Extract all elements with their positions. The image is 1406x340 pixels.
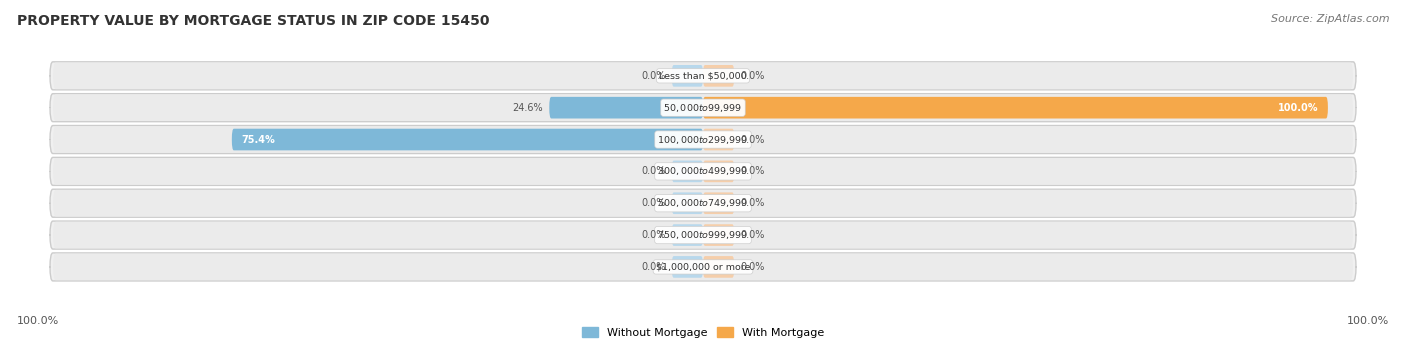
Text: $50,000 to $99,999: $50,000 to $99,999 [664,102,742,114]
FancyBboxPatch shape [672,65,703,87]
Text: $100,000 to $299,999: $100,000 to $299,999 [658,134,748,146]
FancyBboxPatch shape [703,224,734,246]
FancyBboxPatch shape [703,160,734,182]
FancyBboxPatch shape [51,62,1355,90]
FancyBboxPatch shape [53,94,1353,121]
FancyBboxPatch shape [550,97,703,119]
FancyBboxPatch shape [703,97,1327,119]
FancyBboxPatch shape [53,126,1353,153]
FancyBboxPatch shape [672,192,703,214]
FancyBboxPatch shape [703,192,734,214]
Text: 75.4%: 75.4% [242,135,276,144]
Legend: Without Mortgage, With Mortgage: Without Mortgage, With Mortgage [578,323,828,340]
Text: 0.0%: 0.0% [741,230,765,240]
FancyBboxPatch shape [51,189,1355,217]
Text: $1,000,000 or more: $1,000,000 or more [655,262,751,271]
Text: 0.0%: 0.0% [741,166,765,176]
Text: 100.0%: 100.0% [1278,103,1319,113]
FancyBboxPatch shape [672,224,703,246]
Text: 0.0%: 0.0% [741,71,765,81]
Text: 100.0%: 100.0% [17,317,59,326]
Text: $500,000 to $749,999: $500,000 to $749,999 [658,197,748,209]
Text: 0.0%: 0.0% [641,166,665,176]
Text: Less than $50,000: Less than $50,000 [659,71,747,80]
Text: $300,000 to $499,999: $300,000 to $499,999 [658,165,748,177]
Text: 0.0%: 0.0% [741,198,765,208]
FancyBboxPatch shape [51,125,1355,154]
FancyBboxPatch shape [53,190,1353,217]
FancyBboxPatch shape [53,254,1353,280]
Text: PROPERTY VALUE BY MORTGAGE STATUS IN ZIP CODE 15450: PROPERTY VALUE BY MORTGAGE STATUS IN ZIP… [17,14,489,28]
FancyBboxPatch shape [53,222,1353,249]
FancyBboxPatch shape [51,94,1355,122]
FancyBboxPatch shape [53,158,1353,185]
FancyBboxPatch shape [51,221,1355,249]
Text: 0.0%: 0.0% [641,198,665,208]
Text: 0.0%: 0.0% [641,71,665,81]
FancyBboxPatch shape [51,157,1355,185]
Text: 24.6%: 24.6% [512,103,543,113]
Text: 0.0%: 0.0% [641,230,665,240]
FancyBboxPatch shape [703,129,734,150]
Text: 0.0%: 0.0% [741,262,765,272]
Text: 0.0%: 0.0% [741,135,765,144]
Text: Source: ZipAtlas.com: Source: ZipAtlas.com [1271,14,1389,23]
Text: 0.0%: 0.0% [641,262,665,272]
FancyBboxPatch shape [703,65,734,87]
FancyBboxPatch shape [232,129,703,150]
FancyBboxPatch shape [672,160,703,182]
Text: $750,000 to $999,999: $750,000 to $999,999 [658,229,748,241]
Text: 100.0%: 100.0% [1347,317,1389,326]
FancyBboxPatch shape [53,63,1353,89]
FancyBboxPatch shape [672,256,703,278]
FancyBboxPatch shape [51,253,1355,281]
FancyBboxPatch shape [703,256,734,278]
